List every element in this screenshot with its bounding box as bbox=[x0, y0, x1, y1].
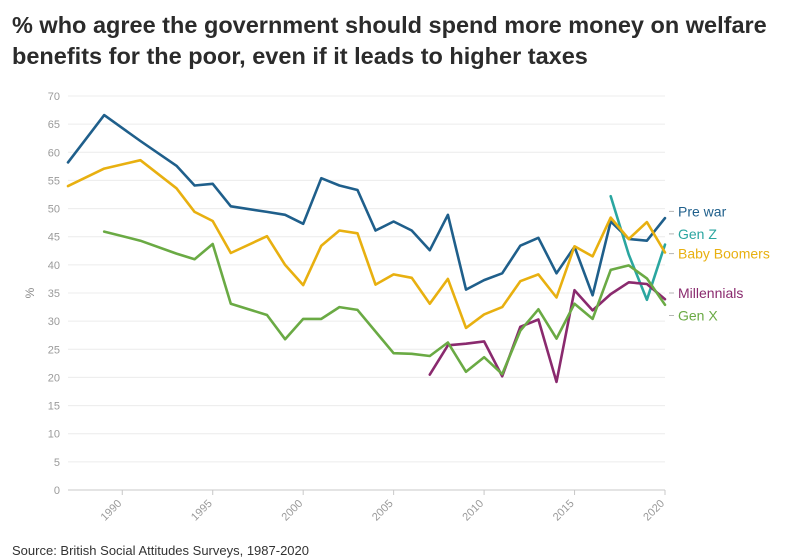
y-tick-label: 40 bbox=[48, 260, 60, 272]
y-tick-label: 10 bbox=[48, 429, 60, 441]
x-tick-label: 2015 bbox=[551, 498, 577, 524]
y-tick-label: 60 bbox=[48, 147, 60, 159]
x-tick-label: 2005 bbox=[370, 498, 396, 524]
y-tick-label: 45 bbox=[48, 232, 60, 244]
legend-label-baby-boomers: Baby Boomers bbox=[678, 246, 770, 262]
y-tick-label: 35 bbox=[48, 288, 60, 300]
series-line-gen-x bbox=[102, 230, 667, 376]
x-tick-label: 1990 bbox=[99, 498, 125, 524]
series-line-pre-war bbox=[66, 113, 667, 297]
x-tick-label: 2000 bbox=[280, 498, 306, 524]
y-tick-label: 55 bbox=[48, 175, 60, 187]
y-tick-label: 65 bbox=[48, 119, 60, 131]
legend-label-gen-z: Gen Z bbox=[678, 226, 717, 242]
source-note: Source: British Social Attitudes Surveys… bbox=[12, 543, 309, 558]
y-tick-label: 20 bbox=[48, 372, 60, 384]
y-tick-label: 25 bbox=[48, 344, 60, 356]
y-tick-label: 0 bbox=[54, 485, 60, 497]
x-tick-label: 2020 bbox=[641, 498, 667, 524]
x-tick-label: 2010 bbox=[460, 498, 486, 524]
x-tick-label: 1995 bbox=[189, 498, 215, 524]
series-line-gen-z bbox=[609, 194, 667, 302]
legend-label-gen-x: Gen X bbox=[678, 308, 718, 324]
y-tick-label: 5 bbox=[54, 457, 60, 469]
y-tick-label: 70 bbox=[48, 91, 60, 103]
series-line-baby-boomers bbox=[66, 158, 667, 330]
y-tick-label: 50 bbox=[48, 204, 60, 216]
y-tick-label: 15 bbox=[48, 401, 60, 413]
chart-title: % who agree the government should spend … bbox=[12, 12, 767, 69]
legend-label-millennials: Millennials bbox=[678, 285, 743, 301]
legend-label-pre-war: Pre war bbox=[678, 203, 727, 219]
y-axis-label: % bbox=[23, 287, 37, 298]
series-line-millennials bbox=[428, 281, 667, 384]
y-tick-label: 30 bbox=[48, 316, 60, 328]
